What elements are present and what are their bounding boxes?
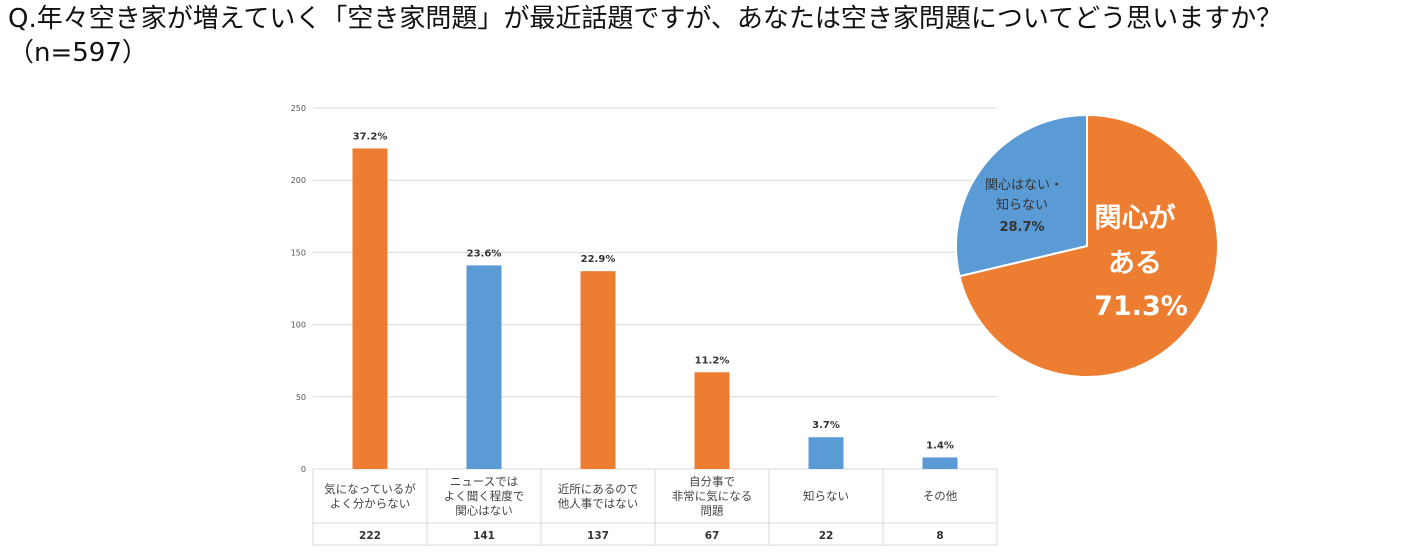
y-tick-label: 200 <box>291 176 306 185</box>
count-label: 22 <box>819 530 834 542</box>
pie-percent-label: 28.7% <box>999 220 1044 235</box>
pie-percent-label: 71.3% <box>1094 291 1188 322</box>
bar-percent-label: 22.9% <box>581 254 616 265</box>
bar-percent-label: 1.4% <box>926 440 954 451</box>
bar <box>922 457 958 469</box>
y-tick-label: 100 <box>291 321 306 330</box>
pie-slice <box>958 113 1219 378</box>
category-label: 非常に気になる <box>672 489 753 503</box>
category-label: 関心はない <box>455 504 513 518</box>
category-label: 気になっているが <box>324 482 416 496</box>
y-tick-label: 0 <box>301 465 306 474</box>
pie-label: 関心はない・ <box>985 178 1063 193</box>
category-label: よく聞く程度で <box>444 489 525 503</box>
count-label: 67 <box>705 530 720 542</box>
pie-slice <box>955 113 1088 278</box>
category-label: 自分事で <box>689 475 735 489</box>
bar-percent-label: 37.2% <box>353 131 388 142</box>
bar-percent-label: 3.7% <box>812 420 840 431</box>
bar <box>466 265 502 469</box>
y-tick-label: 250 <box>291 104 306 113</box>
count-label: 222 <box>359 530 381 542</box>
count-label: 137 <box>587 530 609 542</box>
pie-label: ある <box>1108 248 1162 279</box>
category-label: 他人事ではない <box>558 496 639 510</box>
category-label: よく分からない <box>330 496 411 510</box>
bar <box>808 437 844 469</box>
bar <box>352 148 388 469</box>
pie-label: 関心が <box>1095 202 1176 234</box>
bar-percent-label: 11.2% <box>695 355 730 366</box>
y-tick-label: 50 <box>296 393 306 402</box>
question-title: Q.年々空き家が増えていく「空き家問題」が最近話題ですが、あなたは空き家問題につ… <box>8 4 1283 68</box>
bar-percent-label: 23.6% <box>467 248 502 259</box>
pie-label: 知らない <box>996 197 1048 213</box>
count-label: 141 <box>473 530 495 542</box>
bar <box>580 271 616 469</box>
bar <box>694 372 730 469</box>
y-tick-label: 150 <box>291 248 306 257</box>
category-label: 近所にあるので <box>558 482 639 496</box>
count-label: 8 <box>936 530 943 542</box>
category-label: 問題 <box>701 504 724 518</box>
category-label: その他 <box>923 489 958 503</box>
category-label: 知らない <box>803 489 849 503</box>
category-label: ニュースでは <box>450 475 518 489</box>
